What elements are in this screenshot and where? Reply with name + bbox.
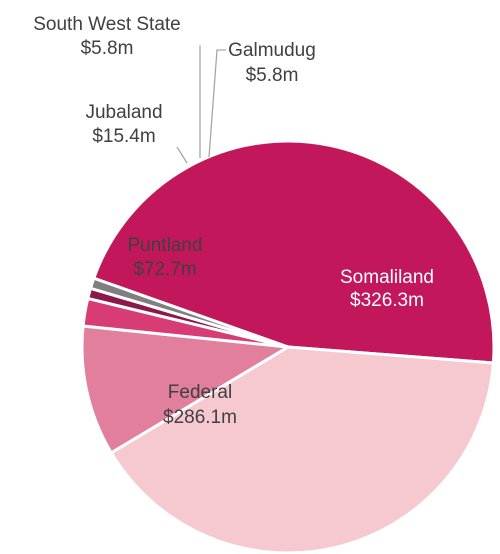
leader-line-jubaland: [176, 146, 188, 164]
leader-lines: [176, 45, 226, 164]
value-south-west-state: $5.8m: [81, 38, 134, 59]
leader-line-galmudug: [208, 49, 226, 158]
label-puntland: Puntland: [127, 235, 202, 256]
label-galmudug: Galmudug: [228, 40, 316, 61]
pie-slice-somaliland: [92, 139, 496, 365]
label-federal: Federal: [168, 382, 232, 403]
value-galmudug: $5.8m: [246, 65, 299, 86]
value-puntland: $72.7m: [133, 259, 196, 280]
pie-slice-puntland: [80, 324, 290, 455]
label-somaliland: Somaliland: [340, 267, 434, 288]
value-somaliland: $326.3m: [350, 290, 424, 311]
value-federal: $286.1m: [163, 407, 237, 428]
pie-slices: [80, 139, 496, 554]
pie-slice-federal: [109, 345, 495, 554]
label-jubaland: Jubaland: [85, 102, 162, 123]
pie-slice-galmudug: [89, 276, 290, 349]
value-jubaland: $15.4m: [92, 126, 155, 147]
label-south-west-state: South West State: [33, 14, 181, 35]
